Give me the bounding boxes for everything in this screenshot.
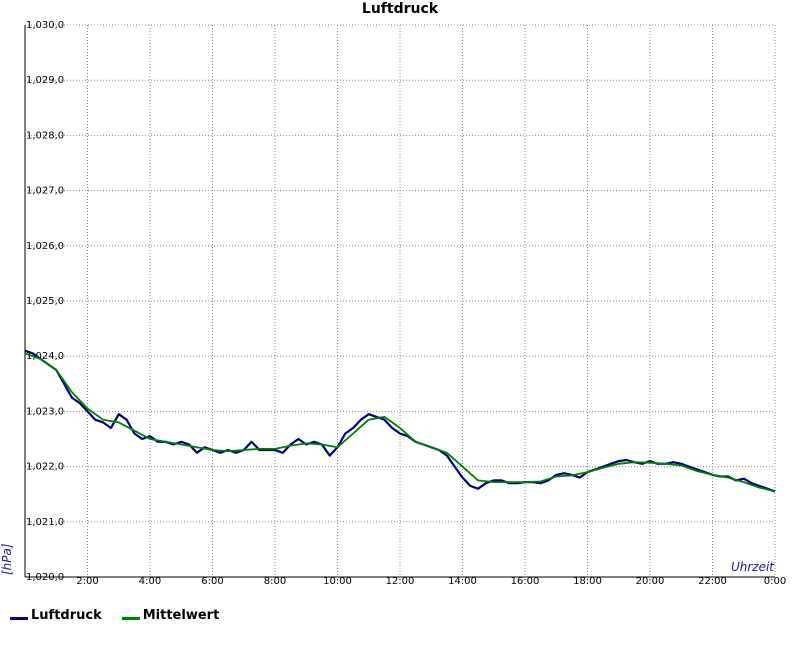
- y-tick-labels: 1,020,0 1,021,0 1,022,0 1,023,0 1,024,0 1,025…: [26, 20, 64, 583]
- axes: [24, 25, 775, 578]
- x-tick-label: 16:00: [511, 576, 540, 587]
- x-tick-label: 22:00: [698, 576, 727, 587]
- legend-item-mittelwert: Mittelwert: [121, 608, 220, 623]
- y-tick-label: 1,030,0: [26, 20, 64, 31]
- y-axis-label: [hPa]: [0, 543, 14, 575]
- x-tick-label: 14:00: [448, 576, 477, 587]
- series-line-mittelwert: [24, 352, 776, 493]
- legend-swatch-luftdruck: [10, 616, 28, 620]
- legend-label-luftdruck: Luftdruck: [31, 608, 102, 623]
- x-tick-label: 4:00: [139, 576, 161, 587]
- y-tick-label: 1,022,0: [26, 462, 64, 473]
- legend-item-luftdruck: Luftdruck: [10, 608, 102, 623]
- x-tick-label: 20:00: [636, 576, 665, 587]
- series-lines: [24, 349, 776, 493]
- x-tick-label: 18:00: [573, 576, 602, 587]
- series-line-luftdruck: [24, 349, 776, 493]
- y-tick-label: 1,021,0: [26, 517, 64, 528]
- y-tick-label: 1,028,0: [26, 130, 64, 141]
- legend: Luftdruck Mittelwert: [10, 608, 219, 623]
- x-tick-label: 0:00: [764, 576, 786, 587]
- grid-lines: [25, 24, 776, 577]
- y-tick-label: 1,027,0: [26, 186, 64, 197]
- x-tick-label: 10:00: [323, 576, 352, 587]
- legend-swatch-mittelwert: [121, 616, 140, 620]
- x-tick-label: 12:00: [386, 576, 415, 587]
- chart-title: Luftdruck: [362, 1, 439, 17]
- x-tick-labels: 2:00 4:00 6:00 8:00 10:00 12:00 14:00 16:00 18:0…: [76, 576, 786, 587]
- y-tick-label: 1,020,0: [26, 572, 64, 583]
- y-tick-label: 1,023,0: [26, 406, 64, 417]
- y-tick-label: 1,024,0: [26, 351, 64, 362]
- y-tick-label: 1,026,0: [26, 241, 64, 252]
- x-tick-label: 8:00: [264, 576, 286, 587]
- x-tick-label: 6:00: [201, 576, 223, 587]
- y-tick-label: 1,025,0: [26, 296, 64, 307]
- y-tick-label: 1,029,0: [26, 75, 64, 86]
- legend-label-mittelwert: Mittelwert: [142, 608, 220, 623]
- x-axis-label: Uhrzeit: [731, 560, 775, 574]
- x-tick-label: 2:00: [76, 576, 98, 587]
